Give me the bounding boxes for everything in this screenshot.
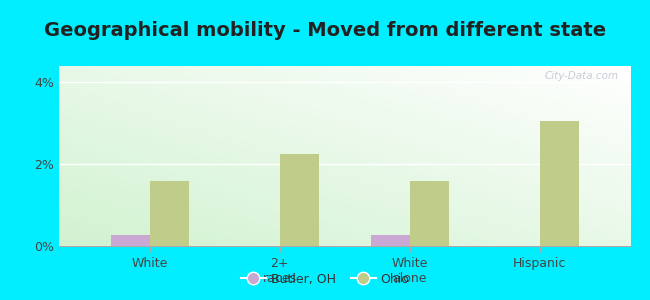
Text: Geographical mobility - Moved from different state: Geographical mobility - Moved from diffe… (44, 21, 606, 40)
Legend: Butler, OH, Ohio: Butler, OH, Ohio (235, 268, 415, 291)
Bar (280, 154, 318, 246)
Bar (111, 235, 150, 246)
Bar (410, 181, 448, 246)
Bar (540, 121, 578, 246)
Bar (150, 181, 188, 246)
Bar (370, 235, 410, 246)
Text: City-Data.com: City-Data.com (545, 71, 619, 81)
